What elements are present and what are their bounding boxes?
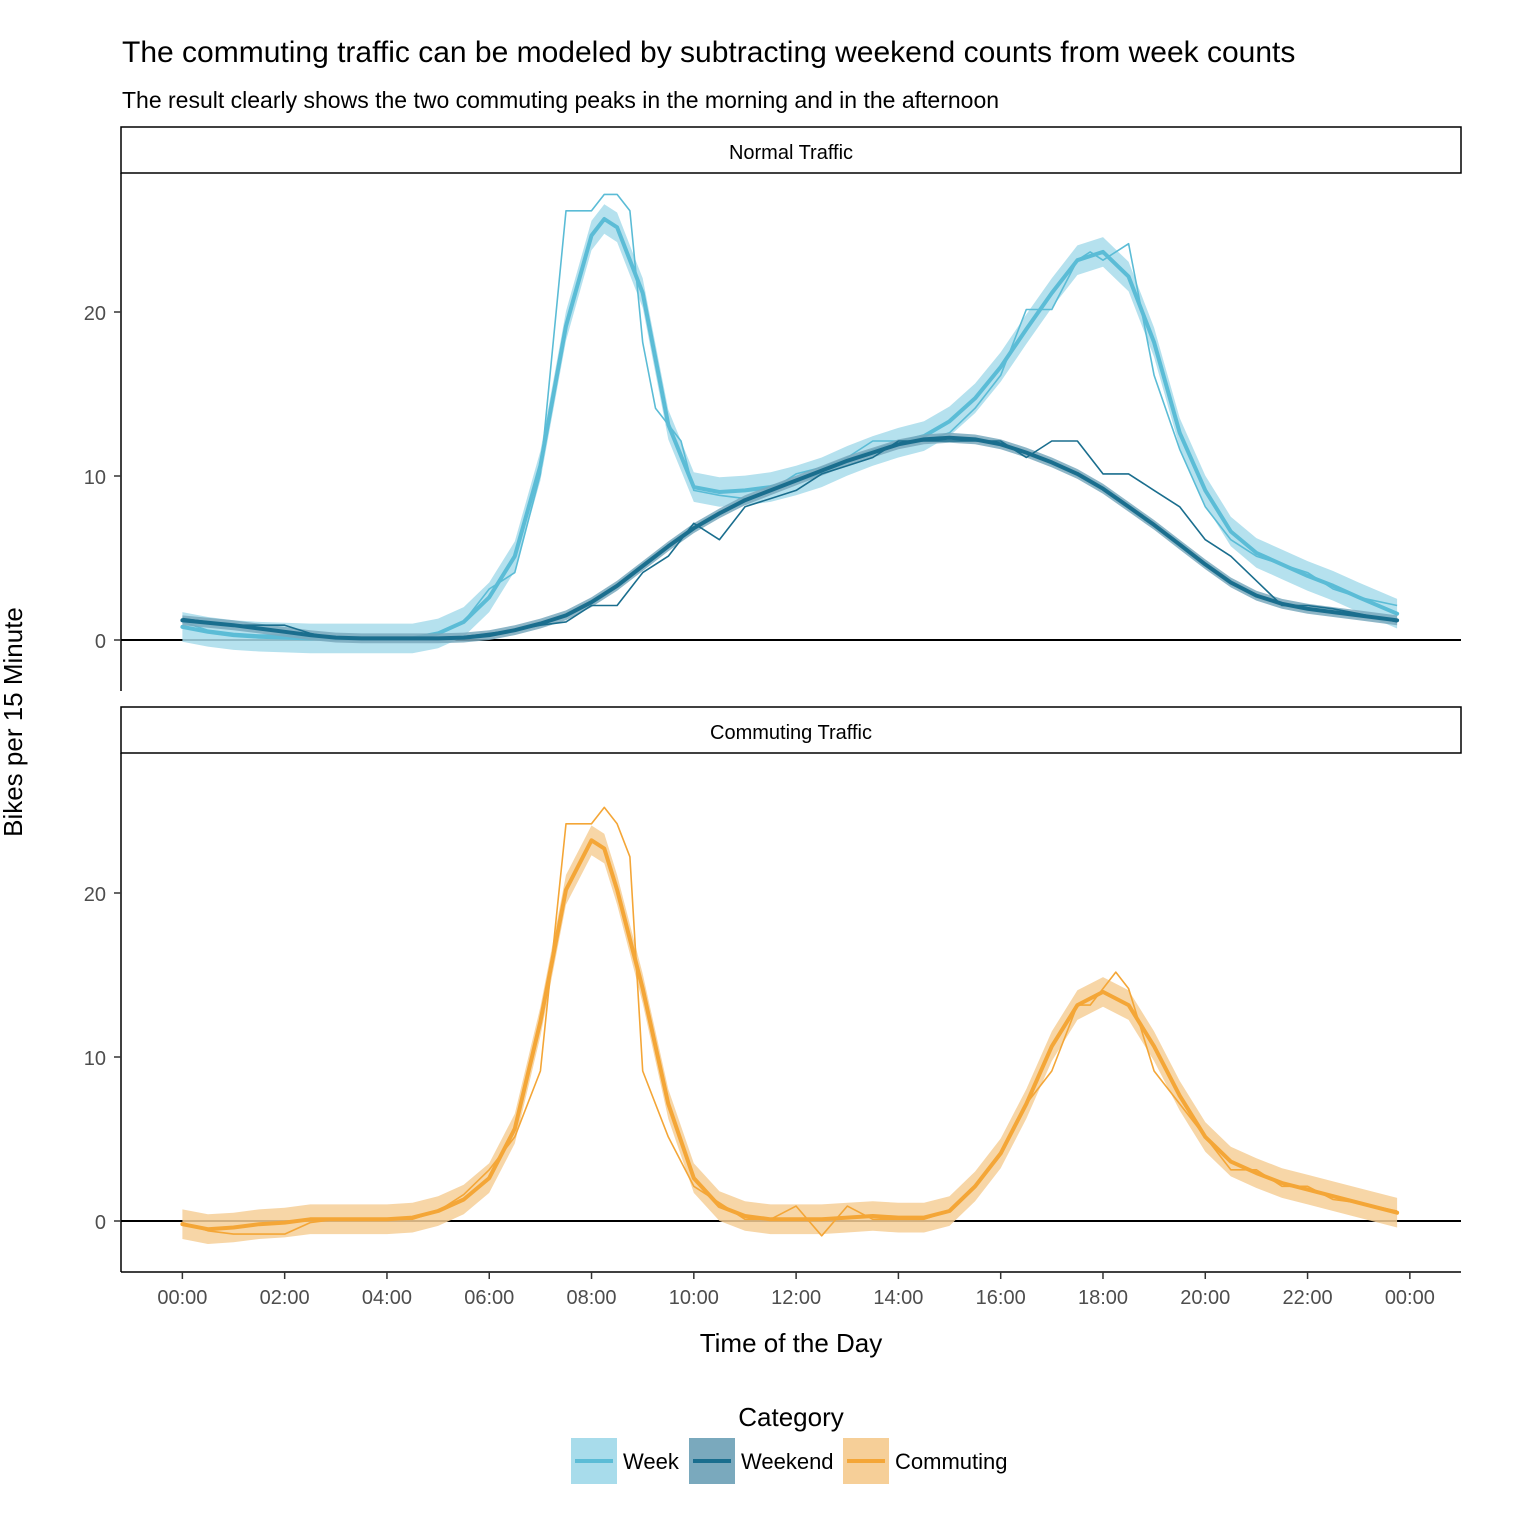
legend-title: Category xyxy=(738,1402,844,1432)
x-tick-label: 12:00 xyxy=(771,1287,821,1309)
legend-label-week: Week xyxy=(623,1449,680,1474)
panel2-y-ticks: 0 10 20 xyxy=(84,884,121,1234)
legend-label-weekend: Weekend xyxy=(741,1449,834,1474)
series-band-week xyxy=(182,204,1398,654)
x-tick-label: 00:00 xyxy=(1385,1287,1435,1309)
chart-subtitle: The result clearly shows the two commuti… xyxy=(122,87,999,113)
strip-normal-traffic xyxy=(120,126,1462,174)
legend-entry-weekend: Weekend xyxy=(689,1438,834,1484)
strip-label-commuting-traffic: Commuting Traffic xyxy=(710,722,872,744)
x-tick-label: 10:00 xyxy=(669,1287,719,1309)
x-axis-ticks: 00:00 02:00 04:00 06:00 08:00 10:00 12:00 14:00… xyxy=(157,1272,1435,1309)
panel2-y-tick-label: 10 xyxy=(84,1048,106,1070)
series-band-commuting xyxy=(182,825,1398,1244)
panel2-y-tick-label: 20 xyxy=(84,884,106,906)
panel1-y-tick-label: 0 xyxy=(95,631,106,653)
y-axis-title: Bikes per 15 Minute xyxy=(0,607,28,837)
panel2-plot-area xyxy=(180,806,1400,1244)
strip-label-normal-traffic: Normal Traffic xyxy=(729,142,853,164)
series-smooth-line-weekend xyxy=(180,435,1400,641)
x-tick-label: 22:00 xyxy=(1283,1287,1333,1309)
panel2-y-tick-label: 0 xyxy=(95,1212,106,1234)
legend-entry-commuting: Commuting xyxy=(843,1438,1007,1484)
legend-entry-week: Week xyxy=(571,1438,680,1484)
x-tick-label: 08:00 xyxy=(567,1287,617,1309)
x-tick-label: 06:00 xyxy=(464,1287,514,1309)
series-band-weekend xyxy=(182,432,1398,644)
x-tick-label: 02:00 xyxy=(260,1287,310,1309)
panel1-plot-area xyxy=(180,193,1400,654)
x-tick-label: 20:00 xyxy=(1180,1287,1230,1309)
panel1-y-tick-label: 10 xyxy=(84,467,106,489)
series-smooth-line-commuting xyxy=(180,838,1400,1232)
legend-label-commuting: Commuting xyxy=(895,1449,1007,1474)
x-axis-title: Time of the Day xyxy=(700,1328,883,1358)
chart-title: The commuting traffic can be modeled by … xyxy=(122,36,1295,69)
panel1-y-tick-label: 20 xyxy=(84,303,106,325)
x-tick-label: 16:00 xyxy=(976,1287,1026,1309)
x-tick-label: 00:00 xyxy=(157,1287,207,1309)
x-tick-label: 04:00 xyxy=(362,1287,412,1309)
x-tick-label: 18:00 xyxy=(1078,1287,1128,1309)
x-tick-label: 14:00 xyxy=(873,1287,923,1309)
panel1-y-ticks: 0 10 20 xyxy=(84,303,121,653)
series-raw-line-commuting xyxy=(182,806,1398,1237)
strip-commuting-traffic xyxy=(120,706,1462,754)
